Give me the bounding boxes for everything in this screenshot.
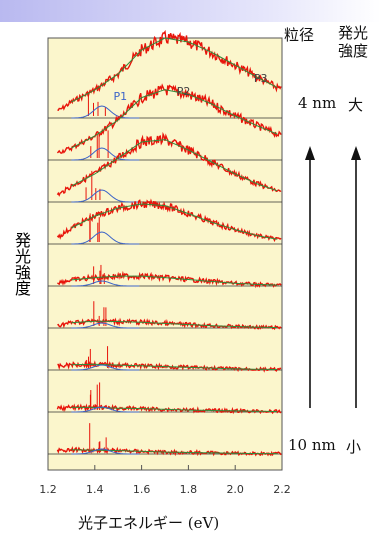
fit-component-p1 bbox=[71, 406, 140, 413]
fit-envelope bbox=[71, 89, 278, 149]
bottom-intensity-label: 小 bbox=[346, 438, 362, 456]
x-tick-label: 1.4 bbox=[86, 483, 104, 496]
fit-component-p1 bbox=[71, 105, 140, 119]
intensity-header: 発光強度 bbox=[337, 24, 368, 60]
x-tick-label: 1.8 bbox=[180, 483, 198, 496]
fit-component-p1 bbox=[71, 364, 140, 371]
fit-envelope bbox=[71, 37, 278, 103]
data-trace bbox=[56, 198, 282, 243]
data-trace bbox=[56, 83, 282, 154]
x-tick-label: 1.2 bbox=[39, 483, 57, 496]
x-tick-label: 2.0 bbox=[226, 483, 244, 496]
fit-component-p1 bbox=[71, 189, 140, 203]
size-arrow-head bbox=[305, 146, 315, 160]
fit-envelope bbox=[71, 139, 278, 192]
y-axis-label: 発光強度 bbox=[12, 232, 31, 296]
fit-envelope bbox=[71, 449, 278, 455]
fit-envelope bbox=[71, 363, 278, 370]
fit-component-p1 bbox=[71, 231, 140, 245]
fit-component-p1 bbox=[71, 280, 140, 287]
fit-envelope bbox=[71, 275, 278, 286]
x-tick-label: 1.6 bbox=[133, 483, 151, 496]
peak-label: P3 bbox=[254, 72, 268, 85]
top-intensity-label: 大 bbox=[348, 96, 364, 114]
fit-component-p1 bbox=[71, 448, 140, 455]
bottom-size-label: 10 nm bbox=[288, 436, 336, 454]
header-band bbox=[0, 0, 381, 22]
fit-component-p1 bbox=[71, 322, 140, 329]
size-header: 粒径 bbox=[284, 26, 315, 44]
fit-envelope bbox=[71, 320, 278, 328]
fit-component-p1 bbox=[71, 147, 140, 161]
top-size-label: 4 nm bbox=[298, 94, 337, 112]
x-axis-label: 光子エネルギー (eV) bbox=[78, 514, 220, 532]
plot-area bbox=[47, 37, 283, 471]
fit-envelope bbox=[71, 203, 278, 240]
intensity-arrow-head bbox=[351, 146, 361, 160]
x-tick-label: 2.2 bbox=[273, 483, 291, 496]
peak-label: P1 bbox=[114, 90, 128, 103]
peak-label: P2 bbox=[177, 85, 191, 98]
